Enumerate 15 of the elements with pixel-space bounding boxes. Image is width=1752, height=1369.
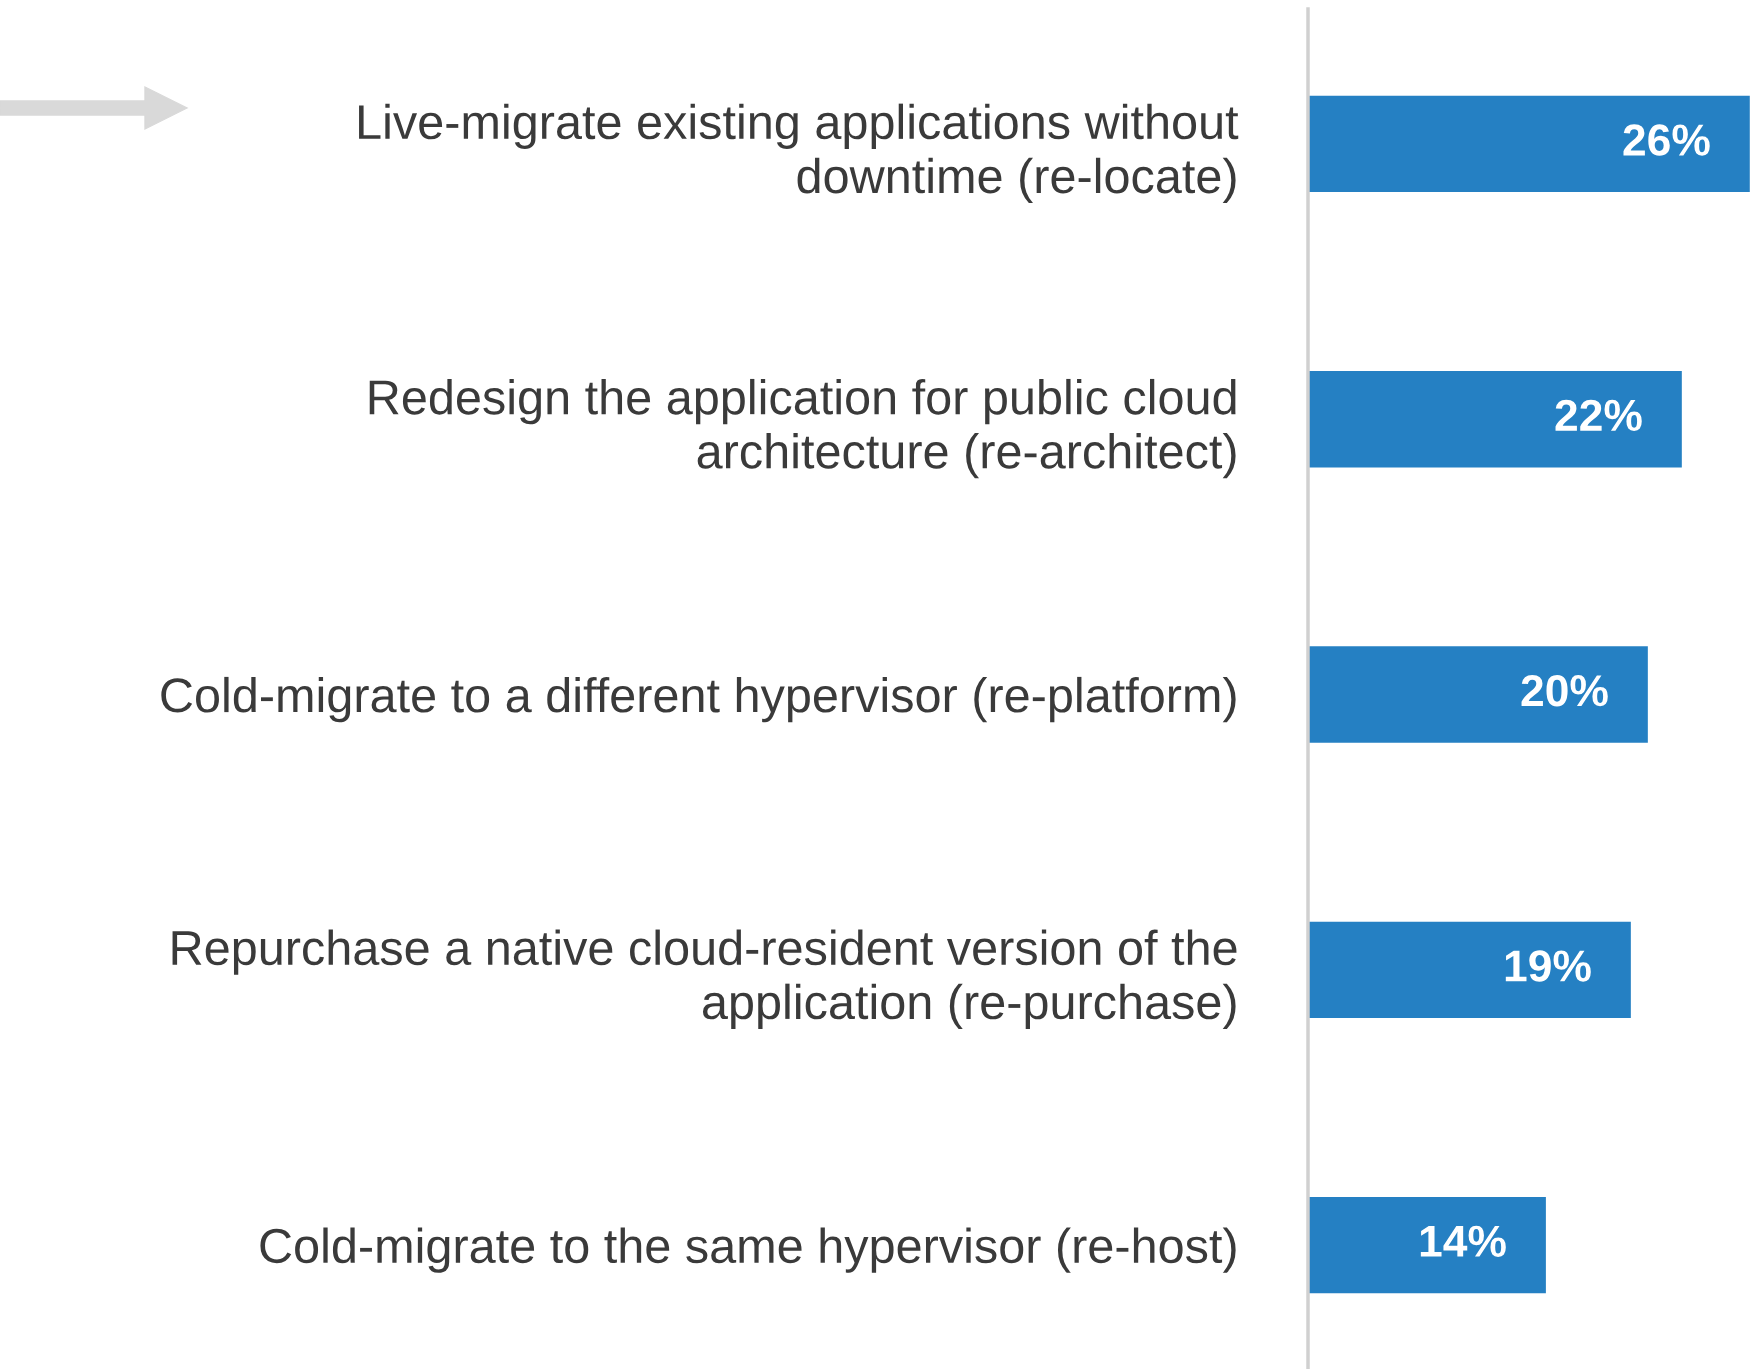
bar [1308,95,1750,193]
y-tick-label: Repurchase a native cloud-resident version of the application (re-purchase) [172,929,1237,1029]
y-tick-label: Live-migrate existing applications without downtime (re-locate) [359,103,1239,204]
y-tick-label: Cold-migrate to a different hypervisor (re-platform) [161,676,1236,723]
data-label: 26% [1623,124,1710,156]
y-tick-label: Cold-migrate to the same hypervisor (re-host) [260,1227,1236,1273]
bar [1308,1196,1546,1294]
bar [1308,646,1648,743]
bar [1308,371,1682,468]
bar [1308,921,1631,1018]
y-tick-label: Redesign the application for public cloud architecture (re-architect) [369,378,1236,479]
data-label: 20% [1521,674,1608,707]
data-label: 14% [1420,1225,1506,1257]
data-label: 22% [1555,399,1642,432]
data-label: 19% [1505,950,1591,982]
